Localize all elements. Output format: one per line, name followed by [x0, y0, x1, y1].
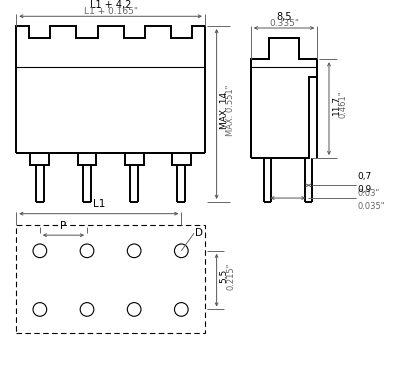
Text: 0,7: 0,7 [357, 173, 372, 181]
Text: P: P [60, 221, 66, 231]
Bar [16, 226, 205, 333]
Text: MAX. 14: MAX. 14 [220, 92, 228, 129]
Text: 0.335": 0.335" [269, 19, 299, 28]
Text: 5,5: 5,5 [220, 269, 228, 283]
Text: 11,7: 11,7 [332, 95, 341, 115]
Text: 0.035": 0.035" [357, 202, 385, 211]
Text: 0,9: 0,9 [357, 185, 372, 194]
Text: L1 + 0.165": L1 + 0.165" [84, 7, 138, 16]
Text: 8,5: 8,5 [276, 12, 292, 22]
Text: 0.03": 0.03" [357, 189, 380, 198]
Text: L1: L1 [93, 199, 105, 209]
Text: L1 + 4,2: L1 + 4,2 [90, 0, 131, 10]
Text: D: D [195, 228, 203, 238]
Text: MAX. 0.551": MAX. 0.551" [226, 84, 235, 136]
Text: 0.461": 0.461" [339, 91, 348, 118]
Text: 0.215": 0.215" [226, 263, 235, 290]
